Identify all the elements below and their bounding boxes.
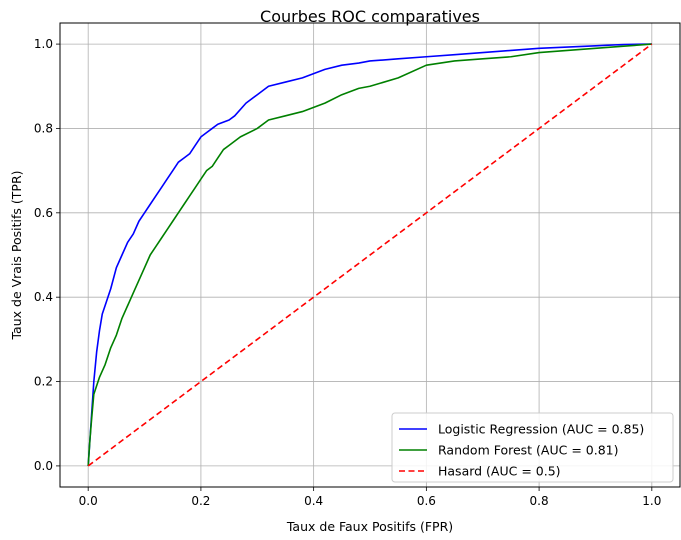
- x-tick-label: 1.0: [642, 494, 661, 508]
- x-tick-label: 0.2: [191, 494, 210, 508]
- legend-label-2: Hasard (AUC = 0.5): [438, 464, 561, 479]
- x-tick-label: 0.0: [79, 494, 98, 508]
- x-tick-label: 0.6: [417, 494, 436, 508]
- legend: Logistic Regression (AUC = 0.85) Random F…: [391, 412, 674, 483]
- x-tick-label: 0.8: [530, 494, 549, 508]
- legend-label-0: Logistic Regression (AUC = 0.85): [438, 422, 644, 437]
- series-line-2: [87, 43, 653, 467]
- y-tick-label: 1.0: [34, 37, 53, 51]
- x-axis: 0.0 0.2 0.4 0.6 0.8 1.0: [79, 487, 661, 508]
- y-tick-label: 0.2: [34, 375, 53, 389]
- x-tick-label: 0.4: [304, 494, 323, 508]
- legend-label-1: Random Forest (AUC = 0.81): [438, 443, 619, 458]
- y-tick-label: 0.4: [34, 290, 53, 304]
- y-axis: 0.0 0.2 0.4 0.6 0.8 1.0: [34, 37, 60, 473]
- chart-title: Courbes ROC comparatives: [260, 7, 480, 26]
- y-tick-label: 0.8: [34, 121, 53, 135]
- series-line-0: [87, 43, 652, 466]
- legend-box: [391, 412, 674, 483]
- plot-frame: [59, 22, 681, 488]
- y-axis-label: Taux de Vrais Positifs (TPR): [9, 170, 24, 340]
- series-line-1: [87, 43, 652, 466]
- y-tick-label: 0.0: [34, 459, 53, 473]
- grid: [60, 23, 680, 487]
- y-tick-label: 0.6: [34, 206, 53, 220]
- series-lines: [87, 43, 653, 467]
- x-axis-label: Taux de Faux Positifs (FPR): [286, 519, 453, 534]
